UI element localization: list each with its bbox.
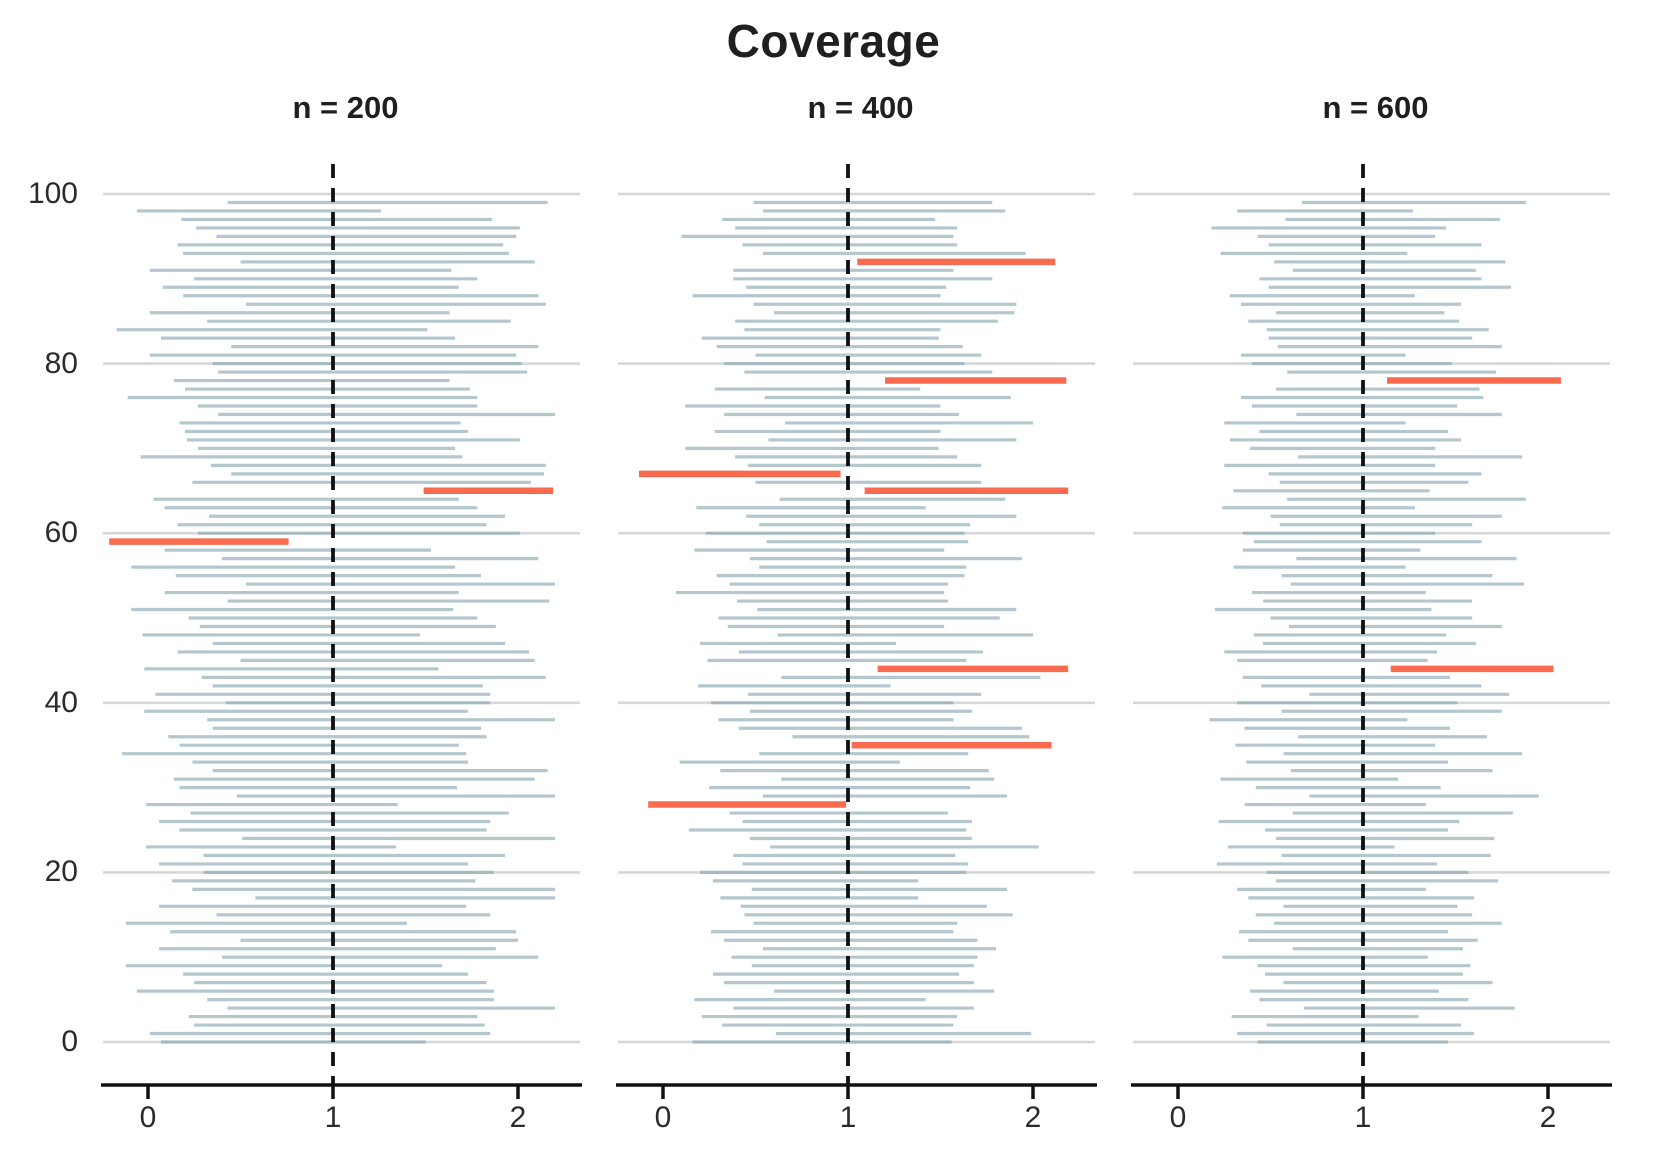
panel-plot-n400: 0 1 2 [616,164,1097,1134]
figure-title: Coverage [726,15,941,67]
panel-n200: n = 200 0 1 2 [88,86,603,1142]
x-tick-label: 0 [1170,1101,1187,1134]
x-tick-label: 0 [655,1101,672,1134]
panel-plot-n200: 0 1 2 [101,164,582,1134]
x-tick-label: 1 [840,1101,857,1134]
panel-subtitle-n200: n = 200 [292,90,399,125]
x-tick-label: 2 [510,1101,527,1134]
panel-n600: n = 600 0 1 2 [1118,86,1633,1142]
y-tick-label: 60 [44,516,78,550]
y-tick-label: 100 [27,177,78,210]
x-tick-label: 2 [1540,1101,1557,1134]
x-tick-label: 1 [325,1101,342,1134]
x-tick-label: 0 [140,1101,157,1134]
x-tick-label: 2 [1025,1101,1042,1134]
panel-subtitle-n400: n = 400 [807,90,914,125]
panel-n400: n = 400 0 1 2 [603,86,1118,1142]
x-tick-label: 1 [1355,1101,1372,1134]
y-tick-label: 20 [44,855,78,889]
panel-subtitle-n600: n = 600 [1322,90,1429,125]
y-axis-labels: 0 20 40 60 80 100 [6,86,88,1142]
panel-plot-n600: 0 1 2 [1131,164,1612,1134]
y-tick-label: 40 [44,685,78,719]
y-tick-label: 0 [61,1025,78,1058]
y-tick-label: 80 [44,346,78,380]
